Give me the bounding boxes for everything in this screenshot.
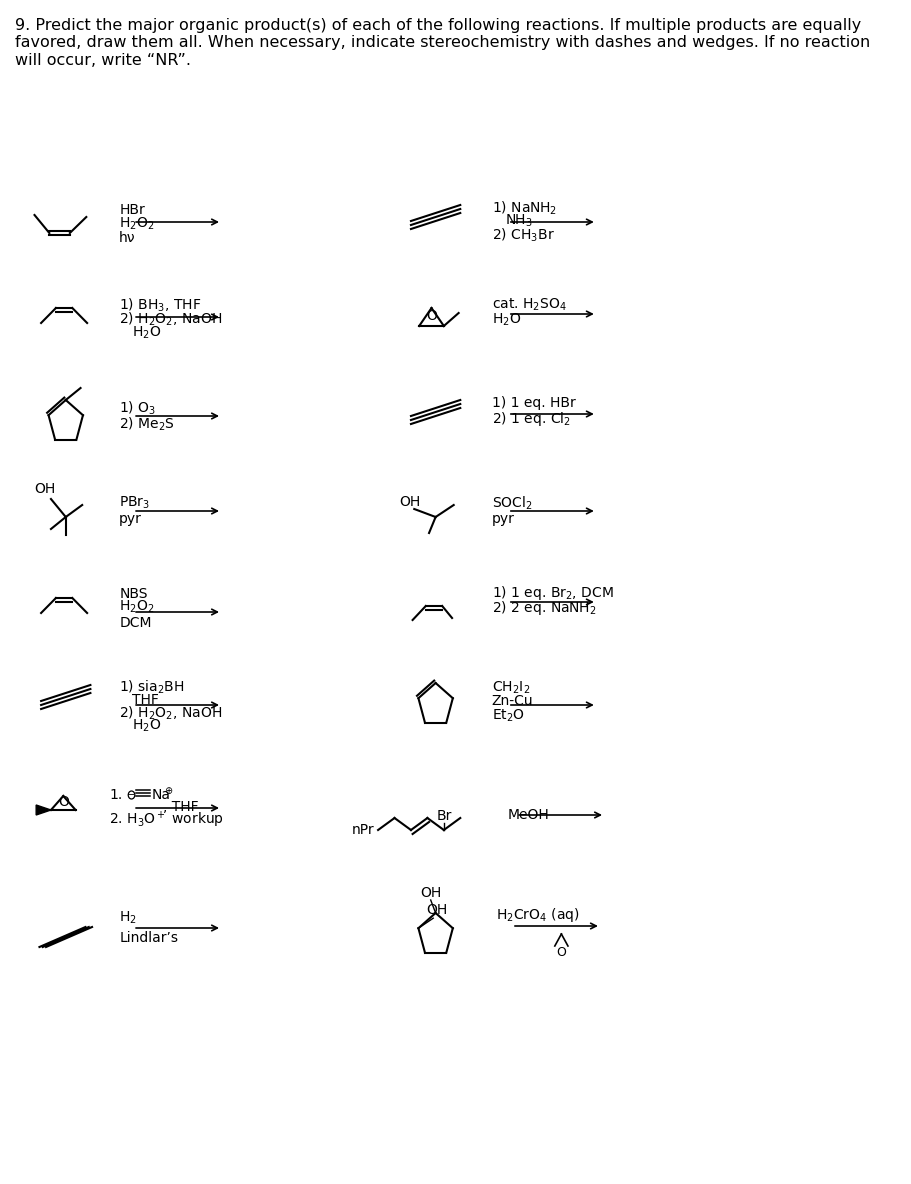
Text: nPr: nPr xyxy=(351,823,374,837)
Text: H$_2$O: H$_2$O xyxy=(491,311,520,328)
Text: NBS: NBS xyxy=(119,587,148,601)
Text: 1) 1 eq. Br$_2$, DCM: 1) 1 eq. Br$_2$, DCM xyxy=(491,584,613,601)
Text: OH: OH xyxy=(420,886,441,900)
Text: cat. H$_2$SO$_4$: cat. H$_2$SO$_4$ xyxy=(491,297,566,314)
Text: O: O xyxy=(425,309,436,323)
Text: , THF: , THF xyxy=(162,800,199,815)
Text: OH: OH xyxy=(35,482,56,496)
Text: 2) CH$_3$Br: 2) CH$_3$Br xyxy=(491,226,554,244)
Text: pyr: pyr xyxy=(491,511,514,526)
Text: 1) O$_3$: 1) O$_3$ xyxy=(119,399,156,417)
Text: 2) H$_2$O$_2$, NaOH: 2) H$_2$O$_2$, NaOH xyxy=(119,310,222,328)
Text: H$_2$: H$_2$ xyxy=(119,909,137,926)
Text: Br: Br xyxy=(435,809,451,823)
Text: 2) Me$_2$S: 2) Me$_2$S xyxy=(119,416,175,432)
Text: THF: THF xyxy=(132,693,159,707)
Text: H$_2$CrO$_4$ (aq): H$_2$CrO$_4$ (aq) xyxy=(495,906,578,924)
Text: 1) BH$_3$, THF: 1) BH$_3$, THF xyxy=(119,296,201,314)
Text: O: O xyxy=(57,794,68,809)
Text: OH: OH xyxy=(399,495,420,509)
Text: 2) 1 eq. Cl$_2$: 2) 1 eq. Cl$_2$ xyxy=(491,410,570,427)
Text: 1) NaNH$_2$: 1) NaNH$_2$ xyxy=(491,199,556,217)
Text: 1.: 1. xyxy=(109,789,122,802)
Text: PBr$_3$: PBr$_3$ xyxy=(119,495,150,511)
Text: 9. Predict the major organic product(s) of each of the following reactions. If m: 9. Predict the major organic product(s) … xyxy=(15,18,869,67)
Text: OH: OH xyxy=(425,903,446,918)
Text: SOCl$_2$: SOCl$_2$ xyxy=(491,494,531,511)
Text: 2. H$_3$O$^+$ workup: 2. H$_3$O$^+$ workup xyxy=(109,810,224,830)
Text: 2) 2 eq. NaNH$_2$: 2) 2 eq. NaNH$_2$ xyxy=(491,599,596,617)
Text: hν: hν xyxy=(119,231,136,245)
Text: pyr: pyr xyxy=(119,511,142,526)
Text: 1) sia$_2$BH: 1) sia$_2$BH xyxy=(119,678,185,696)
Text: CH$_2$I$_2$: CH$_2$I$_2$ xyxy=(491,680,529,696)
Text: H$_2$O$_2$: H$_2$O$_2$ xyxy=(119,599,155,616)
Text: −: − xyxy=(128,790,136,800)
Text: H$_2$O: H$_2$O xyxy=(132,324,161,341)
Text: 1) 1 eq. HBr: 1) 1 eq. HBr xyxy=(491,395,575,410)
Text: H$_2$O: H$_2$O xyxy=(132,718,161,734)
Text: HBr: HBr xyxy=(119,202,145,217)
Text: ⊕: ⊕ xyxy=(164,786,172,796)
Text: O: O xyxy=(556,946,566,959)
Text: DCM: DCM xyxy=(119,616,151,630)
Text: NH$_3$: NH$_3$ xyxy=(504,213,532,230)
Text: Lindlar’s: Lindlar’s xyxy=(119,931,178,945)
Text: H$_2$O$_2$: H$_2$O$_2$ xyxy=(119,215,155,232)
Text: Zn-Cu: Zn-Cu xyxy=(491,694,533,708)
Text: 2) H$_2$O$_2$, NaOH: 2) H$_2$O$_2$, NaOH xyxy=(119,704,222,722)
Text: Na: Na xyxy=(151,789,170,802)
Polygon shape xyxy=(36,805,51,815)
Text: Et$_2$O: Et$_2$O xyxy=(491,708,524,725)
Text: MeOH: MeOH xyxy=(507,807,549,822)
